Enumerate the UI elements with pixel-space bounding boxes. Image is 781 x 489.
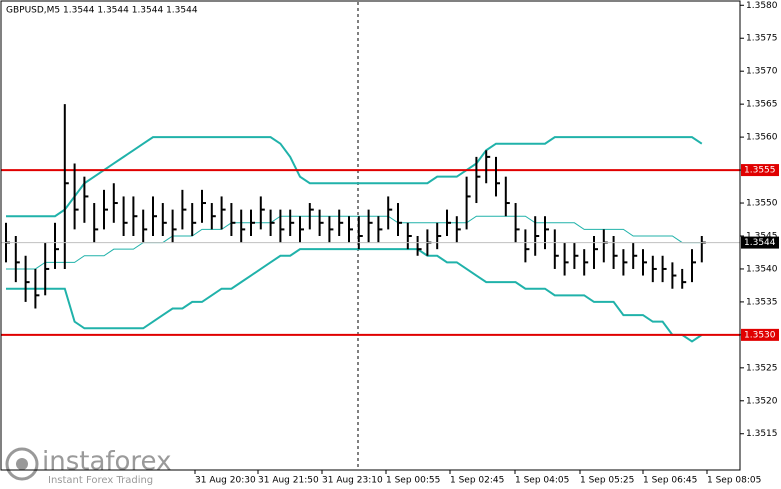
y-tick-label: 1.3545: [746, 231, 778, 241]
x-tick-label: 1 Sep 08:05: [707, 476, 761, 486]
x-tick-label: 1 Sep 05:25: [580, 476, 634, 486]
y-tick-label: 1.3570: [746, 67, 778, 77]
x-tick-label: 31 Aug 23:10: [322, 476, 383, 486]
y-tick-label: 1.3565: [746, 100, 778, 110]
y-tick-label: 1.3540: [746, 264, 778, 274]
logo-icon-core: [16, 458, 28, 470]
x-tick-label: 1 Sep 00:55: [386, 476, 440, 486]
band-lower: [6, 248, 703, 343]
watermark: instaforex Instant Forex Trading: [2, 443, 178, 487]
y-tick-label: 1.3520: [746, 396, 778, 406]
band-upper: [6, 136, 703, 218]
y-tick-label: 1.3575: [746, 34, 778, 44]
band-middle: [6, 215, 702, 270]
chart-title: GBPUSD,M5 1.3544 1.3544 1.3544 1.3544: [6, 6, 198, 16]
x-tick-label: 1 Sep 02:45: [450, 476, 504, 486]
y-tick-label: 1.3560: [746, 133, 778, 143]
level-label: 1.3530: [744, 330, 776, 340]
last-price-bg: [741, 236, 779, 249]
level-label-bg: [741, 328, 779, 341]
x-tick-label: 1 Sep 06:45: [643, 476, 697, 486]
level-label-bg: [741, 164, 779, 177]
x-tick-label: 31 Aug 21:50: [258, 476, 319, 486]
y-tick-label: 1.3580: [746, 1, 778, 11]
y-tick-label: 1.3535: [746, 297, 778, 307]
y-tick-label: 1.3515: [746, 429, 778, 439]
watermark-brand: instaforex: [42, 447, 171, 477]
logo-icon: [5, 447, 39, 481]
watermark-bg: [2, 443, 178, 487]
level-label: 1.3555: [744, 166, 776, 176]
y-tick-label: 1.3550: [746, 199, 778, 209]
x-tick-label: 31 Aug 20:30: [195, 476, 256, 486]
last-price-label: 1.3544: [744, 238, 776, 248]
y-tick-label: 1.3525: [746, 363, 778, 373]
watermark-slogan: Instant Forex Trading: [48, 475, 153, 486]
x-tick-label: 1 Sep 04:05: [515, 476, 569, 486]
